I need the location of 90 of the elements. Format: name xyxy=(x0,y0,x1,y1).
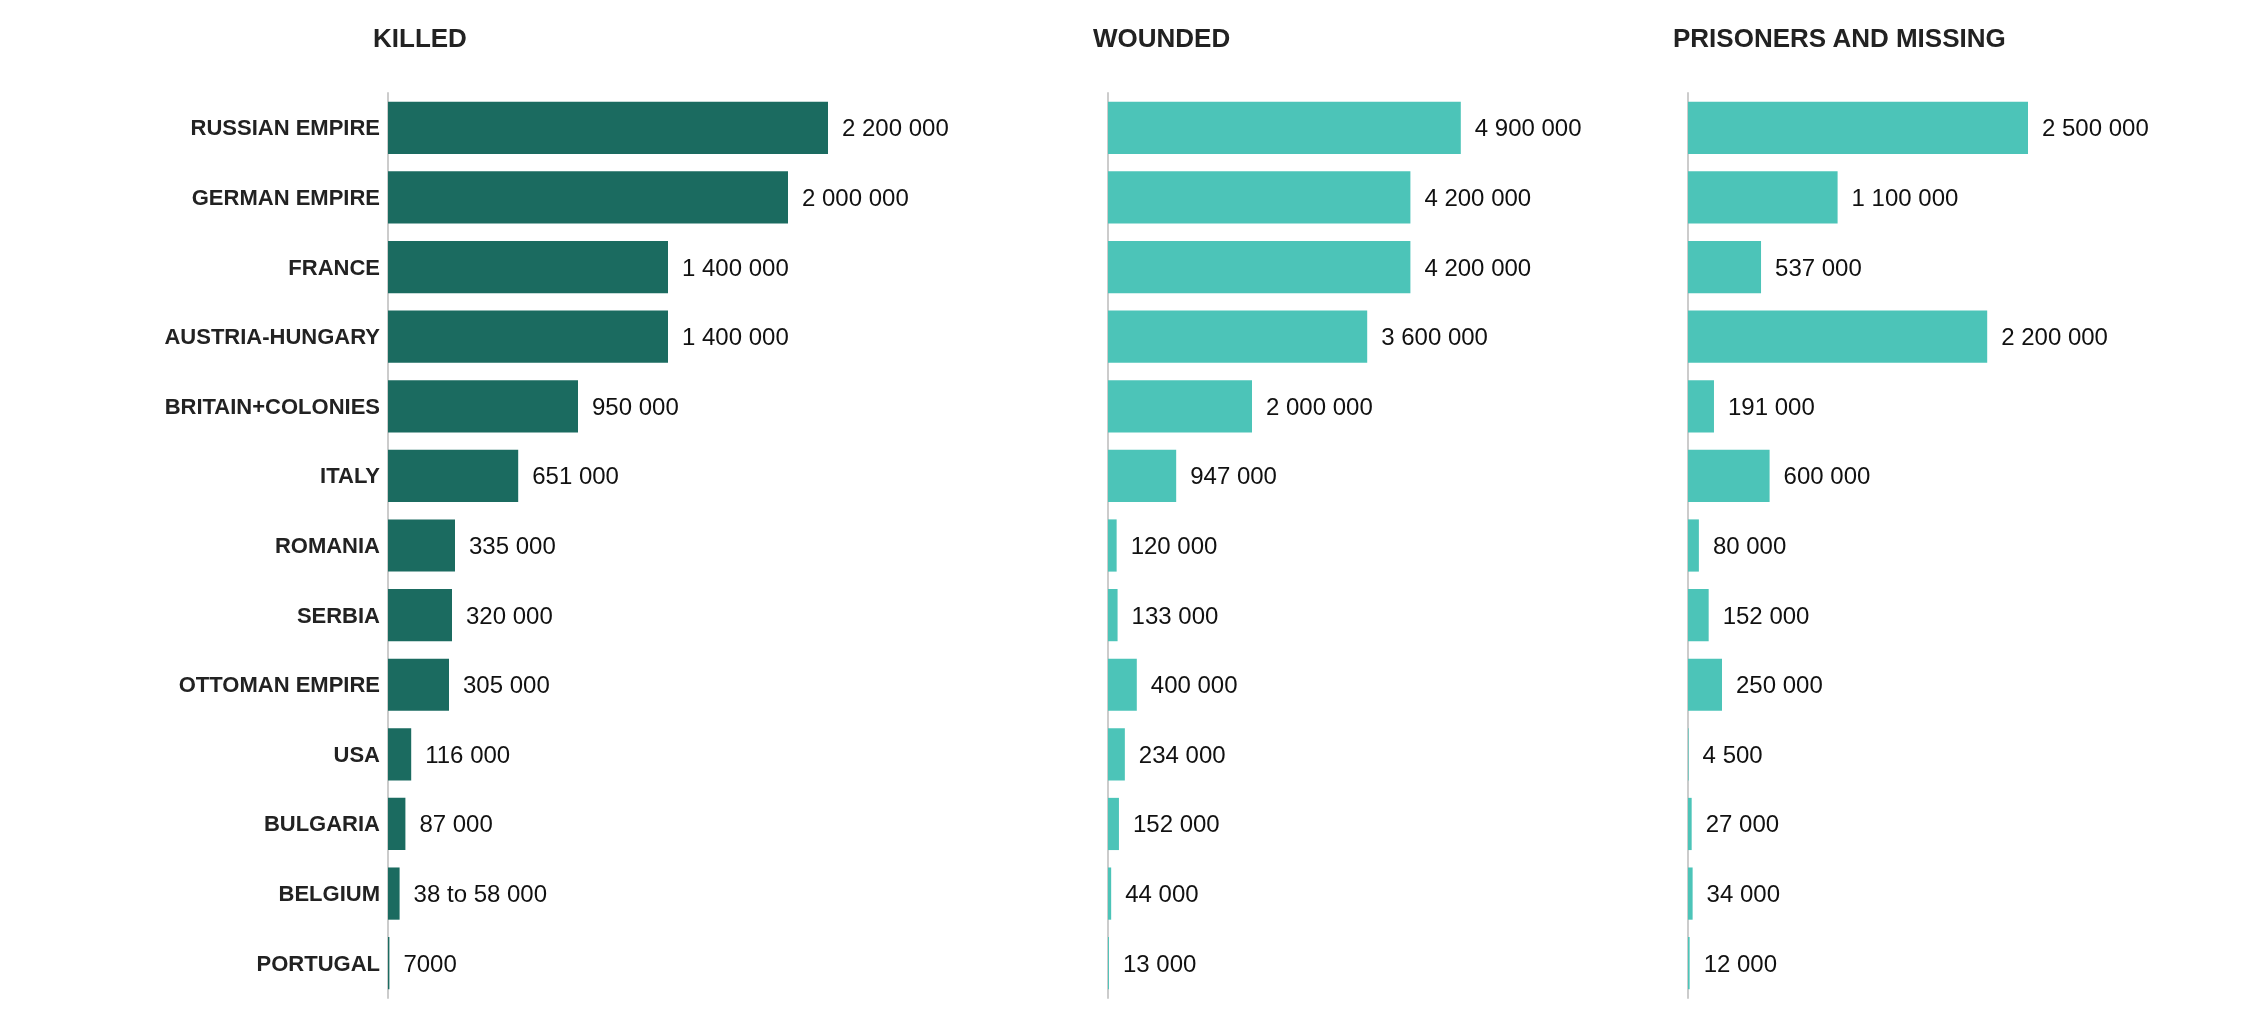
bar xyxy=(388,171,788,224)
data-label: 234 000 xyxy=(1138,740,1226,768)
bar xyxy=(1108,240,1411,294)
chart-title: KILLED xyxy=(373,23,467,53)
bar xyxy=(1688,240,1762,294)
bar xyxy=(388,519,455,572)
y-tick-label: PORTUGAL xyxy=(256,950,380,976)
data-label: 133 000 xyxy=(1131,601,1219,629)
data-label: 4 500 xyxy=(1702,740,1763,768)
data-label: 320 000 xyxy=(466,601,553,629)
bar xyxy=(1108,380,1252,433)
y-tick-label: RUSSIAN EMPIRE xyxy=(190,115,380,141)
bar xyxy=(388,589,452,642)
data-label: 38 to 58 000 xyxy=(413,880,548,908)
data-label: 116 000 xyxy=(425,740,511,768)
y-tick-label: ROMANIA xyxy=(274,533,381,558)
chart-title: WOUNDED xyxy=(1093,23,1231,53)
bar xyxy=(1688,867,1693,920)
data-label: 191 000 xyxy=(1727,392,1815,420)
data-label: 2 000 000 xyxy=(802,183,909,211)
bar xyxy=(1688,380,1714,433)
bar xyxy=(1108,658,1137,711)
y-tick-label: SERBIA xyxy=(296,602,381,628)
data-label: 537 000 xyxy=(1775,253,1862,281)
bar xyxy=(1108,519,1117,572)
data-label: 335 000 xyxy=(469,532,556,559)
bar xyxy=(1688,171,1838,224)
bar xyxy=(1688,797,1692,851)
data-label: 400 000 xyxy=(1150,671,1238,699)
bar xyxy=(1108,449,1177,502)
bar xyxy=(388,380,578,433)
bar xyxy=(1688,658,1722,711)
y-tick-label: FRANCE xyxy=(288,254,380,280)
data-label: 13 000 xyxy=(1122,949,1197,977)
bar xyxy=(1108,728,1125,781)
y-tick-label: ITALY xyxy=(320,463,381,489)
data-label: 4 200 000 xyxy=(1424,253,1532,281)
data-label: 1 400 000 xyxy=(682,253,789,281)
bar xyxy=(388,867,400,920)
data-label: 1 400 000 xyxy=(682,323,789,351)
y-tick-label: USA xyxy=(333,741,381,767)
data-label: 4 200 000 xyxy=(1424,183,1532,211)
bar xyxy=(388,658,449,711)
bar xyxy=(1108,797,1119,851)
bar xyxy=(388,310,668,363)
bar xyxy=(388,797,406,851)
chart-title: PRISONERS AND MISSING xyxy=(1673,23,2006,53)
data-label: 2 500 000 xyxy=(2042,114,2149,142)
y-tick-label: BRITAIN+COLONIES xyxy=(164,393,380,419)
bar xyxy=(1688,589,1709,642)
data-label: 4 900 000 xyxy=(1474,114,1582,142)
data-label: 947 000 xyxy=(1190,462,1277,490)
data-label: 651 000 xyxy=(532,462,619,490)
data-label: 34 000 xyxy=(1706,880,1781,908)
bar xyxy=(388,728,412,781)
bar xyxy=(1108,589,1118,642)
y-tick-label: BELGIUM xyxy=(278,881,380,907)
bar xyxy=(1688,519,1699,572)
data-label: 2 200 000 xyxy=(2001,323,2108,351)
bar xyxy=(1108,310,1368,363)
data-label: 1 100 000 xyxy=(1851,183,1959,211)
y-tick-label: OTTOMAN EMPIRE xyxy=(178,672,380,698)
bar xyxy=(1688,101,2028,154)
data-label: 152 000 xyxy=(1722,601,1810,629)
data-label: 120 000 xyxy=(1130,532,1218,559)
data-label: 12 000 xyxy=(1703,949,1778,977)
data-label: 7000 xyxy=(403,949,457,977)
bar xyxy=(1108,171,1411,224)
bar xyxy=(388,449,519,502)
data-label: 152 000 xyxy=(1132,810,1220,838)
bar xyxy=(1108,867,1112,920)
bar xyxy=(1688,449,1770,502)
y-tick-label: BULGARIA xyxy=(263,811,381,837)
bar xyxy=(388,240,668,294)
data-label: 600 000 xyxy=(1783,462,1871,490)
data-label: 250 000 xyxy=(1736,671,1823,699)
y-tick-label: AUSTRIA-HUNGARY xyxy=(164,324,381,350)
bar xyxy=(1688,310,1988,363)
data-label: 3 600 000 xyxy=(1381,323,1488,351)
data-label: 44 000 xyxy=(1125,880,1199,908)
data-label: 2 200 000 xyxy=(842,114,949,142)
data-label: 80 000 xyxy=(1712,532,1787,559)
data-label: 2 000 000 xyxy=(1266,392,1373,420)
y-tick-label: GERMAN EMPIRE xyxy=(191,184,380,210)
data-label: 87 000 xyxy=(419,810,493,838)
data-label: 305 000 xyxy=(463,671,550,699)
bar xyxy=(1108,101,1461,154)
data-label: 27 000 xyxy=(1705,810,1780,838)
bar xyxy=(388,101,828,154)
data-label: 950 000 xyxy=(592,392,679,420)
